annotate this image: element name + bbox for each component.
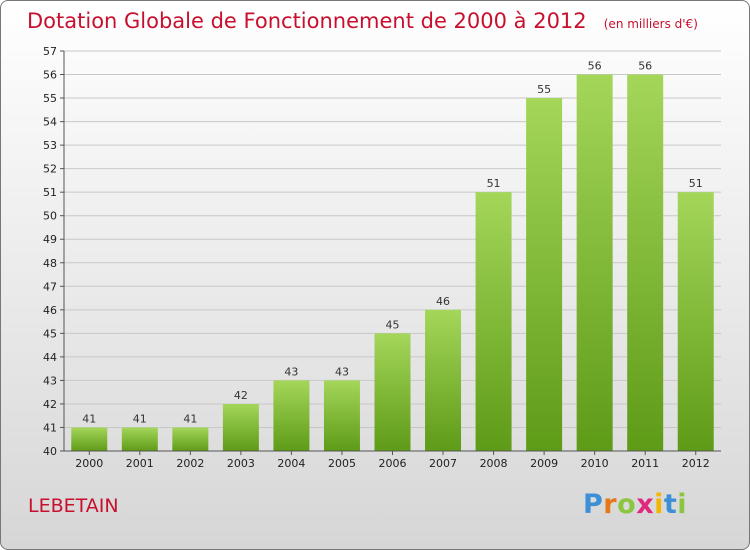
- bar-2007: [425, 309, 462, 451]
- data-label-2005: 43: [335, 365, 349, 378]
- logo-letter: i: [677, 489, 688, 520]
- commune-name: LEBETAIN: [28, 495, 119, 517]
- data-label-2001: 41: [133, 412, 147, 425]
- data-label-2008: 51: [487, 177, 501, 190]
- x-tick-label: 2011: [631, 457, 659, 470]
- y-tick-label: 51: [43, 186, 57, 199]
- x-tick-label: 2010: [581, 457, 609, 470]
- bar-2002: [172, 427, 209, 451]
- x-tick-label: 2003: [227, 457, 255, 470]
- x-tick-label: 2004: [277, 457, 305, 470]
- data-label-2003: 42: [234, 389, 248, 402]
- bar-2010: [576, 74, 613, 451]
- chart-title: Dotation Globale de Fonctionnement de 20…: [27, 9, 698, 33]
- bar-2004: [273, 380, 310, 451]
- x-tick-label: 2000: [75, 457, 103, 470]
- y-tick-label: 41: [43, 421, 57, 434]
- data-label-2009: 55: [537, 83, 551, 96]
- y-tick-label: 52: [43, 163, 57, 176]
- y-tick-label: 48: [43, 257, 57, 270]
- logo-letter: r: [603, 489, 618, 520]
- logo-letter: x: [636, 489, 655, 520]
- data-label-2010: 56: [588, 60, 602, 73]
- logo-letter: i: [654, 489, 664, 520]
- data-label-2004: 43: [284, 365, 298, 378]
- bar-2000: [71, 427, 108, 451]
- y-tick-label: 56: [43, 69, 57, 82]
- x-tick-label: 2012: [682, 457, 710, 470]
- y-tick-label: 49: [43, 233, 57, 246]
- y-tick-label: 57: [43, 45, 57, 58]
- y-tick-label: 42: [43, 398, 57, 411]
- y-tick-label: 47: [43, 280, 57, 293]
- y-tick-label: 46: [43, 304, 57, 317]
- y-tick-label: 50: [43, 210, 57, 223]
- chart-title-main: Dotation Globale de Fonctionnement de 20…: [27, 9, 587, 33]
- logo-letter: t: [663, 489, 678, 520]
- bars: 41 41 41 42 43 43 45 46 51 55 56 56 51: [71, 60, 714, 452]
- x-tick-label: 2008: [480, 457, 508, 470]
- logo-letter: o: [617, 489, 637, 520]
- y-tick-label: 40: [43, 445, 57, 458]
- bar-2008: [475, 192, 512, 452]
- x-tick-label: 2005: [328, 457, 356, 470]
- x-tick-label: 2007: [429, 457, 457, 470]
- x-tick-label: 2001: [126, 457, 154, 470]
- x-tick-label: 2006: [379, 457, 407, 470]
- bar-2006: [374, 333, 411, 451]
- bar-2005: [323, 380, 360, 451]
- data-label-2012: 51: [689, 177, 703, 190]
- data-label-2002: 41: [183, 412, 197, 425]
- y-tick-label: 55: [43, 92, 57, 105]
- bar-2001: [121, 427, 158, 451]
- x-tick-label: 2002: [176, 457, 204, 470]
- x-tick-label: 2009: [530, 457, 558, 470]
- chart-title-unit: (en milliers d'€): [603, 17, 698, 31]
- axes: 40 41 42 43 44 45 46 47 48 49 50 51 52 53 54 55 56 57 2000…: [43, 45, 721, 470]
- data-label-2000: 41: [82, 412, 96, 425]
- logo-letter: P: [583, 489, 604, 520]
- bar-2012: [677, 192, 714, 452]
- data-label-2006: 45: [386, 318, 400, 331]
- bar-2011: [627, 74, 664, 451]
- data-label-2011: 56: [638, 60, 652, 73]
- bar-2009: [526, 98, 563, 451]
- y-tick-label: 53: [43, 139, 57, 152]
- y-tick-label: 44: [43, 351, 57, 364]
- bar-2003: [222, 403, 259, 451]
- y-tick-label: 43: [43, 374, 57, 387]
- data-label-2007: 46: [436, 295, 450, 308]
- proxiti-logo: Proxiti: [583, 489, 687, 520]
- y-tick-label: 54: [43, 116, 57, 129]
- y-tick-label: 45: [43, 327, 57, 340]
